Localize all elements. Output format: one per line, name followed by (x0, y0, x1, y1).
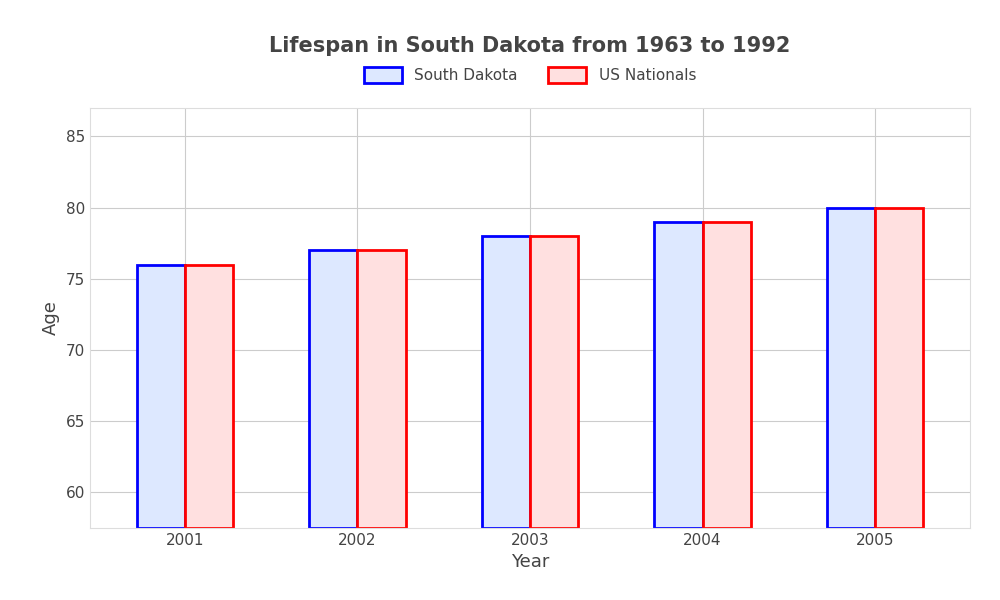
Bar (482, 236, 530, 528)
Y-axis label: Age: Age (42, 301, 60, 335)
Bar (875, 208, 923, 528)
X-axis label: Year: Year (511, 553, 549, 571)
Bar (309, 250, 357, 528)
Legend: South Dakota, US Nationals: South Dakota, US Nationals (358, 61, 702, 89)
Title: Lifespan in South Dakota from 1963 to 1992: Lifespan in South Dakota from 1963 to 19… (269, 37, 791, 56)
Bar (357, 250, 406, 528)
Bar (530, 236, 578, 528)
Bar (137, 265, 185, 528)
Bar (654, 222, 703, 528)
Bar (185, 265, 233, 528)
Bar (703, 222, 751, 528)
Bar (827, 208, 875, 528)
